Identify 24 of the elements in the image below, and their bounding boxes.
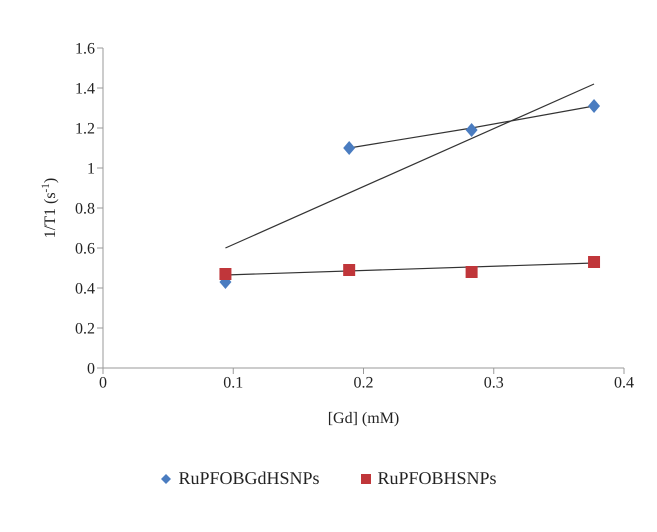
legend-label: RuPFOBGdHSNPs	[178, 468, 320, 489]
point	[588, 256, 600, 268]
x-tick-label: 0	[99, 374, 107, 392]
point	[466, 266, 478, 278]
point	[343, 264, 356, 276]
x-tick-label: 0.3	[484, 374, 504, 392]
point	[466, 123, 478, 137]
x-tick-label: 0.4	[614, 374, 634, 392]
y-tick-label: 0.2	[75, 320, 95, 338]
y-tick-label: 0.4	[75, 280, 95, 298]
x-axis-title: [Gd] (mM)	[328, 410, 400, 427]
point	[343, 141, 356, 155]
y-tick-label: 1.2	[75, 120, 95, 138]
point	[219, 268, 232, 280]
y-tick-label: 1	[87, 160, 95, 178]
point	[588, 99, 600, 113]
y-tick-label: 0.6	[75, 240, 95, 258]
legend-label: RuPFOBHSNPs	[378, 468, 497, 489]
x-tick-label: 0.2	[354, 374, 374, 392]
y-tick-label: 1.4	[75, 80, 95, 98]
y-tick-label: 0	[87, 360, 95, 378]
x-tick-label: 0.1	[223, 374, 244, 392]
y-tick-label: 0.8	[75, 200, 95, 218]
y-tick-label: 1.6	[75, 40, 95, 58]
